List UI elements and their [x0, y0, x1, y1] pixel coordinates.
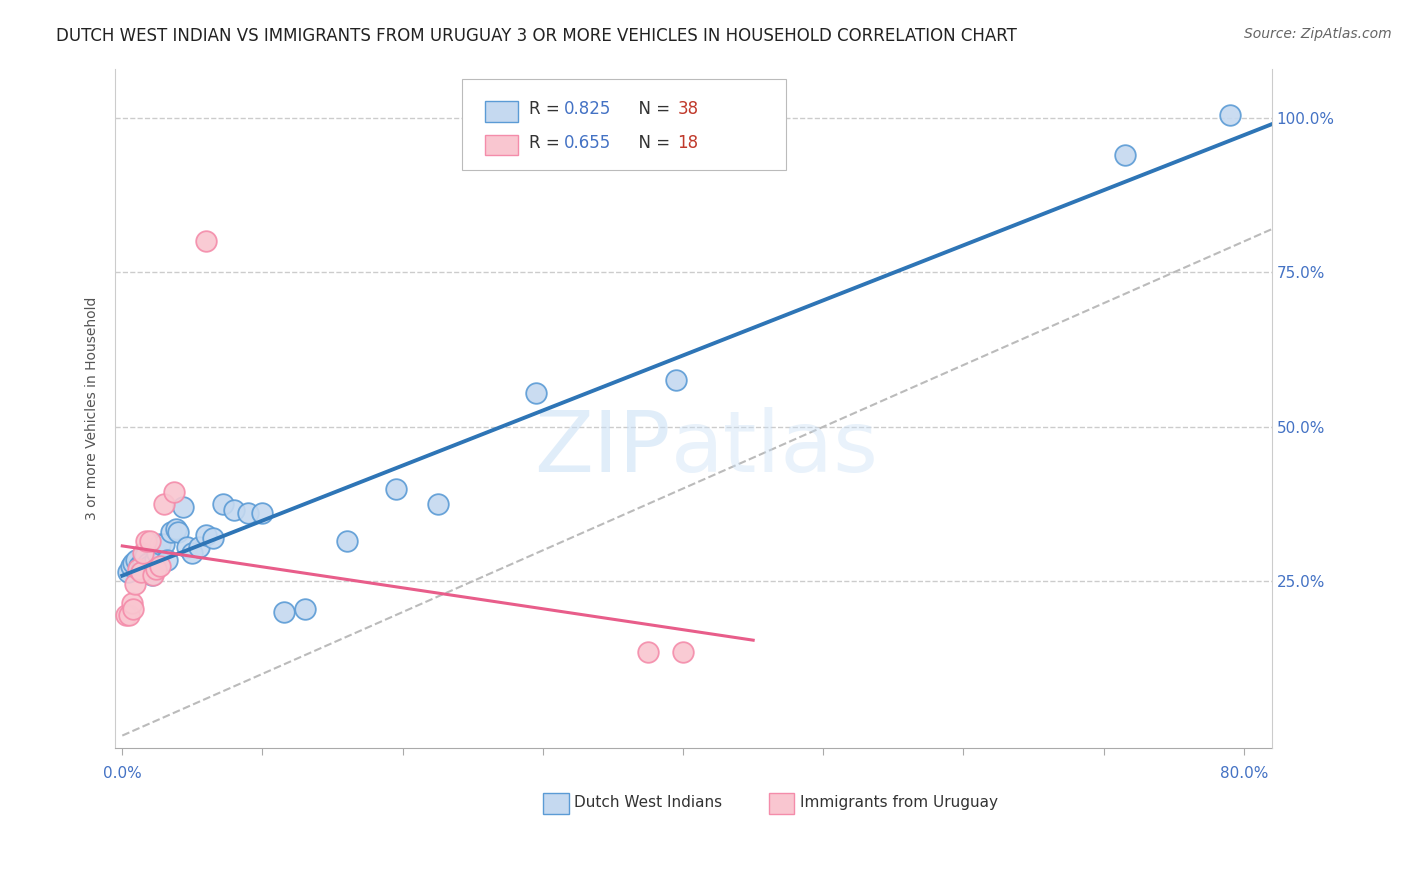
- Text: ZIP: ZIP: [534, 408, 671, 491]
- Point: [142, 568, 165, 582]
- Y-axis label: 3 or more Vehicles in Household: 3 or more Vehicles in Household: [86, 296, 100, 520]
- Point: [176, 540, 198, 554]
- FancyBboxPatch shape: [485, 101, 517, 121]
- Point: [224, 503, 246, 517]
- Point: [172, 500, 194, 514]
- Point: [153, 537, 176, 551]
- Point: [129, 562, 152, 576]
- Point: [149, 558, 172, 573]
- Point: [134, 549, 156, 564]
- Point: [149, 537, 172, 551]
- Point: [153, 497, 176, 511]
- Point: [336, 534, 359, 549]
- Text: 80.0%: 80.0%: [1219, 766, 1268, 781]
- Point: [139, 534, 162, 549]
- Point: [1219, 108, 1241, 122]
- Text: Immigrants from Uruguay: Immigrants from Uruguay: [800, 795, 998, 810]
- Text: Dutch West Indians: Dutch West Indians: [575, 795, 723, 810]
- Point: [125, 552, 148, 566]
- Text: DUTCH WEST INDIAN VS IMMIGRANTS FROM URUGUAY 3 OR MORE VEHICLES IN HOUSEHOLD COR: DUTCH WEST INDIAN VS IMMIGRANTS FROM URU…: [56, 27, 1017, 45]
- Text: N =: N =: [627, 100, 675, 119]
- Point: [120, 558, 142, 573]
- FancyBboxPatch shape: [543, 794, 568, 814]
- Point: [637, 645, 659, 659]
- Point: [426, 497, 449, 511]
- Point: [252, 506, 274, 520]
- Text: R =: R =: [529, 135, 565, 153]
- Point: [117, 565, 139, 579]
- Point: [146, 546, 169, 560]
- Point: [141, 568, 163, 582]
- Point: [135, 534, 157, 549]
- Point: [160, 524, 183, 539]
- Point: [121, 596, 143, 610]
- Text: 0.655: 0.655: [564, 135, 612, 153]
- Point: [124, 577, 146, 591]
- Point: [294, 602, 316, 616]
- Point: [195, 235, 218, 249]
- Point: [132, 552, 155, 566]
- Point: [122, 556, 145, 570]
- Point: [524, 385, 547, 400]
- Text: Source: ZipAtlas.com: Source: ZipAtlas.com: [1244, 27, 1392, 41]
- FancyBboxPatch shape: [769, 794, 794, 814]
- FancyBboxPatch shape: [463, 78, 786, 170]
- Point: [138, 558, 160, 573]
- Point: [165, 522, 187, 536]
- Text: atlas: atlas: [671, 408, 879, 491]
- Point: [202, 531, 225, 545]
- Point: [163, 484, 186, 499]
- Point: [665, 373, 688, 387]
- Point: [122, 602, 145, 616]
- Text: 18: 18: [678, 135, 699, 153]
- Point: [238, 506, 260, 520]
- Point: [136, 556, 159, 570]
- Text: N =: N =: [627, 135, 675, 153]
- Point: [195, 528, 218, 542]
- Text: 38: 38: [678, 100, 699, 119]
- Point: [672, 645, 695, 659]
- Point: [145, 562, 167, 576]
- FancyBboxPatch shape: [485, 135, 517, 155]
- Text: 0.0%: 0.0%: [103, 766, 142, 781]
- Point: [167, 524, 190, 539]
- Point: [273, 605, 295, 619]
- Point: [128, 558, 150, 573]
- Point: [115, 608, 138, 623]
- Point: [384, 482, 406, 496]
- Point: [143, 552, 166, 566]
- Point: [1114, 148, 1136, 162]
- Point: [118, 608, 141, 623]
- Point: [127, 562, 149, 576]
- Point: [156, 552, 179, 566]
- Point: [212, 497, 235, 511]
- Point: [129, 565, 152, 579]
- Point: [132, 546, 155, 560]
- Point: [188, 540, 211, 554]
- Point: [181, 546, 204, 560]
- Text: R =: R =: [529, 100, 565, 119]
- Text: 0.825: 0.825: [564, 100, 612, 119]
